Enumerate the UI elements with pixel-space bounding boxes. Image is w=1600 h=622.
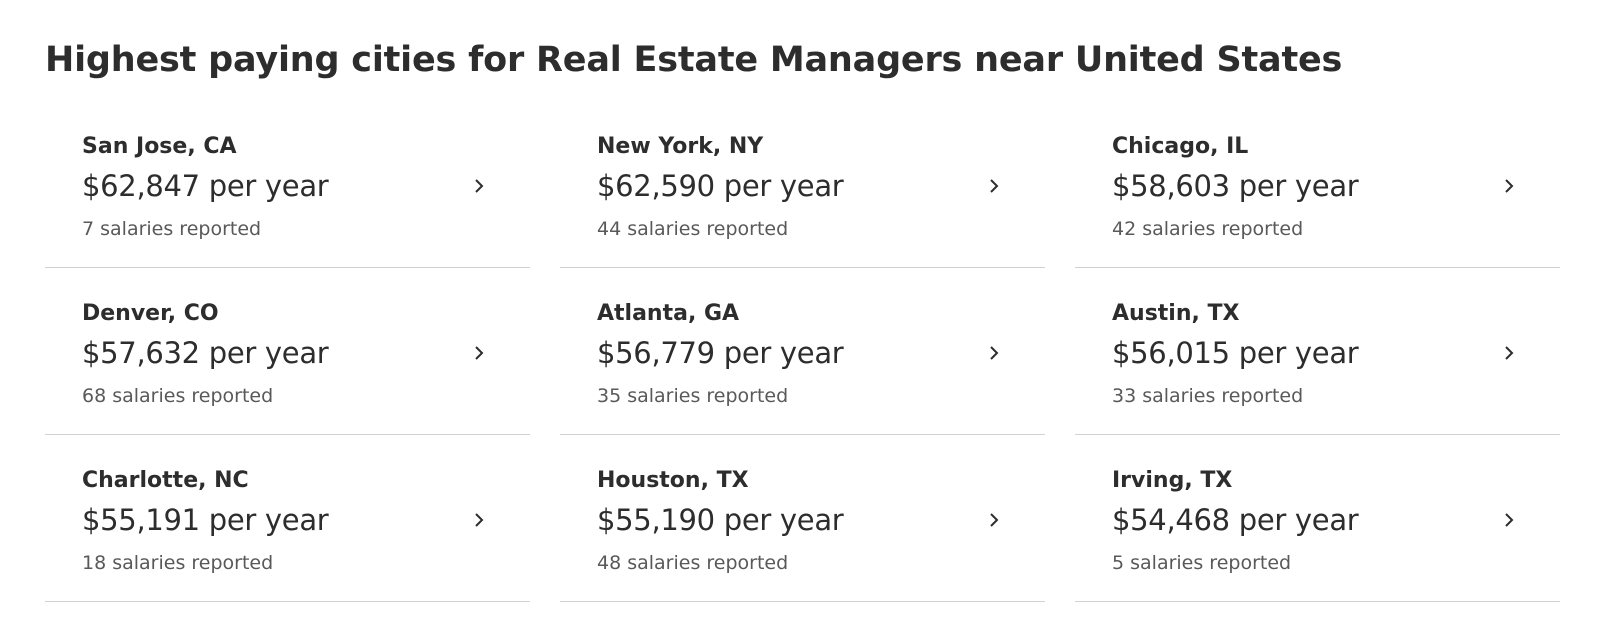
city-card-charlotte[interactable]: Charlotte, NC $55,191 per year 18 salari… [45, 435, 530, 602]
chevron-right-icon [475, 513, 484, 527]
chevron-right-icon [1505, 179, 1514, 193]
city-salary: $62,590 per year [597, 169, 844, 203]
city-salary: $56,015 per year [1112, 336, 1359, 370]
city-salary: $55,191 per year [82, 503, 329, 537]
chevron-right-icon [1505, 513, 1514, 527]
city-salary: $58,603 per year [1112, 169, 1359, 203]
city-salary: $56,779 per year [597, 336, 844, 370]
city-name: Charlotte, NC [82, 468, 249, 493]
chevron-right-icon [1505, 346, 1514, 360]
chevron-right-icon [990, 513, 999, 527]
salaries-reported: 5 salaries reported [1112, 552, 1292, 574]
salaries-reported: 42 salaries reported [1112, 218, 1304, 240]
city-salary: $62,847 per year [82, 169, 329, 203]
city-salary: $55,190 per year [597, 503, 844, 537]
chevron-right-icon [475, 179, 484, 193]
salaries-reported: 44 salaries reported [597, 218, 789, 240]
salaries-reported: 7 salaries reported [82, 218, 262, 240]
city-name: Irving, TX [1112, 468, 1233, 493]
city-name: San Jose, CA [82, 134, 237, 159]
city-salary: $54,468 per year [1112, 503, 1359, 537]
salaries-reported: 35 salaries reported [597, 385, 789, 407]
salaries-reported: 33 salaries reported [1112, 385, 1304, 407]
city-name: Chicago, IL [1112, 134, 1249, 159]
page-title: Highest paying cities for Real Estate Ma… [45, 40, 1343, 80]
chevron-right-icon [990, 179, 999, 193]
salaries-reported: 68 salaries reported [82, 385, 274, 407]
city-name: Houston, TX [597, 468, 749, 493]
city-card-atlanta[interactable]: Atlanta, GA $56,779 per year 35 salaries… [560, 268, 1045, 435]
salaries-reported: 18 salaries reported [82, 552, 274, 574]
city-card-irving[interactable]: Irving, TX $54,468 per year 5 salaries r… [1075, 435, 1560, 602]
city-name: Austin, TX [1112, 301, 1240, 326]
city-card-austin[interactable]: Austin, TX $56,015 per year 33 salaries … [1075, 268, 1560, 435]
salaries-reported: 48 salaries reported [597, 552, 789, 574]
city-card-chicago[interactable]: Chicago, IL $58,603 per year 42 salaries… [1075, 101, 1560, 268]
city-salary: $57,632 per year [82, 336, 329, 370]
city-salary-grid: San Jose, CA $62,847 per year 7 salaries… [45, 101, 1560, 602]
city-card-denver[interactable]: Denver, CO $57,632 per year 68 salaries … [45, 268, 530, 435]
chevron-right-icon [990, 346, 999, 360]
city-name: Denver, CO [82, 301, 219, 326]
city-name: New York, NY [597, 134, 764, 159]
city-card-new-york[interactable]: New York, NY $62,590 per year 44 salarie… [560, 101, 1045, 268]
city-card-houston[interactable]: Houston, TX $55,190 per year 48 salaries… [560, 435, 1045, 602]
chevron-right-icon [475, 346, 484, 360]
city-card-san-jose[interactable]: San Jose, CA $62,847 per year 7 salaries… [45, 101, 530, 268]
city-name: Atlanta, GA [597, 301, 740, 326]
